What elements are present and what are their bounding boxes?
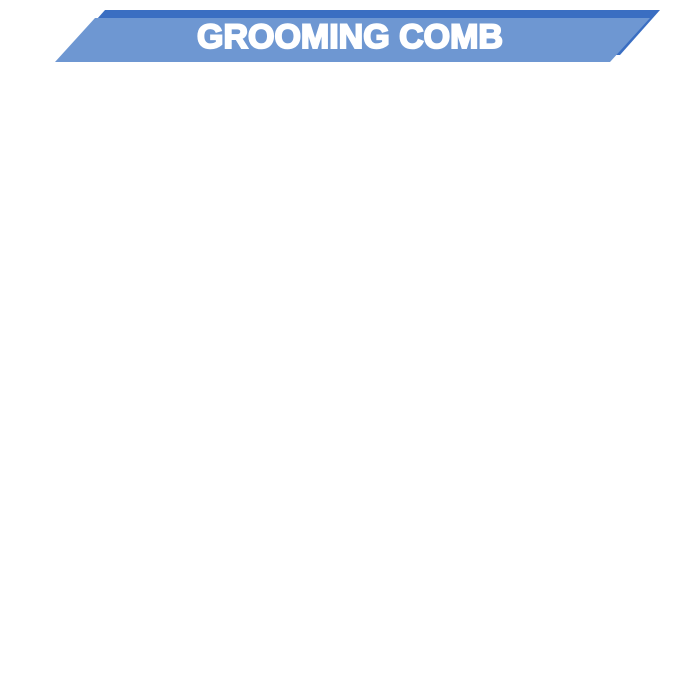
svg-text:GROOMING COMB: GROOMING COMB [197,18,503,56]
